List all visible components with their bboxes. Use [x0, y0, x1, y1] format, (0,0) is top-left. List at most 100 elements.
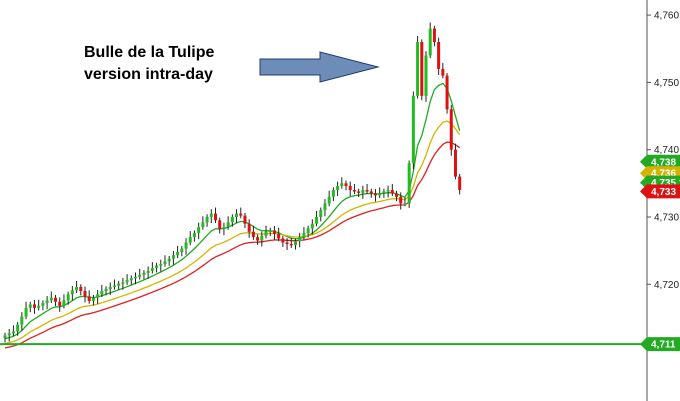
candle-body — [230, 216, 234, 223]
candle-body — [150, 268, 154, 271]
candle-body — [159, 264, 163, 266]
candle-body — [3, 335, 7, 339]
candle-body — [209, 213, 213, 217]
candle-body — [378, 193, 382, 196]
candle-body — [117, 283, 121, 286]
candle-body — [121, 282, 125, 284]
annotation-text: Bulle de la Tulipe version intra-day — [84, 42, 214, 86]
candle-body — [28, 304, 32, 308]
candle-body — [83, 290, 87, 297]
candle-body — [87, 296, 91, 302]
candle-body — [41, 303, 45, 306]
candle-body — [62, 300, 66, 306]
annotation-line-1: Bulle de la Tulipe — [84, 44, 215, 61]
candle-body — [411, 95, 415, 164]
candle-body — [176, 251, 180, 256]
candle-body — [369, 191, 373, 194]
candle-body — [247, 223, 251, 232]
candle-body — [323, 203, 327, 211]
tick-label: 4,740 — [654, 145, 679, 156]
candle-body — [251, 231, 255, 238]
candle-body — [180, 248, 184, 252]
candle-body — [218, 220, 222, 230]
candle-body — [226, 222, 230, 228]
candle-body — [192, 233, 196, 238]
candle-body — [357, 191, 361, 193]
tick-label: 4,760 — [654, 11, 679, 22]
candle-body — [315, 216, 319, 224]
candle-body — [441, 68, 445, 76]
candle-body — [155, 265, 159, 269]
candle-body — [75, 286, 79, 291]
candle-body — [205, 216, 209, 223]
candle-body — [432, 28, 436, 43]
ema-line-ema_slow — [4, 141, 461, 349]
candle-body — [395, 193, 399, 197]
price-tag: 4,738 — [640, 154, 680, 169]
candle-body — [7, 333, 11, 336]
candle-body — [365, 190, 369, 192]
price-tag-label: 4,738 — [651, 157, 676, 168]
candle-body — [146, 270, 150, 273]
candle-body — [424, 55, 428, 96]
candle-body — [445, 75, 449, 110]
price-tag: 4,711 — [640, 337, 680, 352]
tick-label: 4,750 — [654, 78, 679, 89]
tick-label: 4,720 — [654, 280, 679, 291]
candle-body — [449, 109, 453, 150]
candle-body — [256, 237, 260, 241]
candle-body — [112, 285, 116, 288]
ema-line-ema_fast — [4, 82, 461, 340]
candle-body — [352, 190, 356, 192]
candle-body — [96, 294, 100, 298]
candle-body — [407, 163, 411, 204]
candle-body — [373, 193, 377, 196]
candle-body — [361, 190, 365, 193]
candle-body — [163, 261, 167, 265]
candle-body — [37, 305, 41, 308]
candle-body — [201, 222, 205, 228]
candles — [3, 22, 462, 343]
candle-body — [32, 304, 36, 308]
candle-body — [235, 213, 239, 217]
candle-body — [390, 190, 394, 194]
candle-body — [100, 290, 104, 295]
candle-body — [142, 272, 146, 275]
candle-body — [331, 190, 335, 197]
candle-body — [348, 186, 352, 191]
candle-body — [264, 231, 268, 236]
candle-body — [306, 228, 310, 234]
candle-body — [20, 316, 24, 325]
candle-body — [260, 235, 264, 241]
candle-body — [302, 233, 306, 238]
candle-body — [420, 42, 424, 96]
candle-body — [79, 286, 83, 291]
candle-body — [340, 183, 344, 187]
price-tag-label: 4,711 — [651, 340, 676, 351]
candle-body — [54, 297, 58, 302]
candle-body — [437, 42, 441, 69]
candle-body — [104, 288, 108, 291]
candle-body — [91, 297, 95, 302]
price-tag-shape — [640, 154, 680, 169]
candle-body — [108, 286, 112, 289]
candle-body — [285, 242, 289, 245]
candle-body — [239, 213, 243, 216]
candle-body — [428, 28, 432, 56]
candle-body — [129, 278, 133, 281]
candle-body — [289, 243, 293, 246]
candle-body — [310, 223, 314, 229]
candle-body — [167, 258, 171, 262]
ema-line-ema_mid — [4, 120, 461, 345]
price-tag-shape — [640, 337, 680, 352]
price-tag: 4,733 — [640, 184, 680, 199]
candle-body — [399, 196, 403, 204]
candle-body — [344, 183, 348, 187]
annotation-line-2: version intra-day — [84, 66, 213, 83]
candle-body — [138, 274, 142, 277]
candle-body — [382, 191, 386, 194]
candle-body — [386, 190, 390, 192]
price-tag-shape — [640, 184, 680, 199]
